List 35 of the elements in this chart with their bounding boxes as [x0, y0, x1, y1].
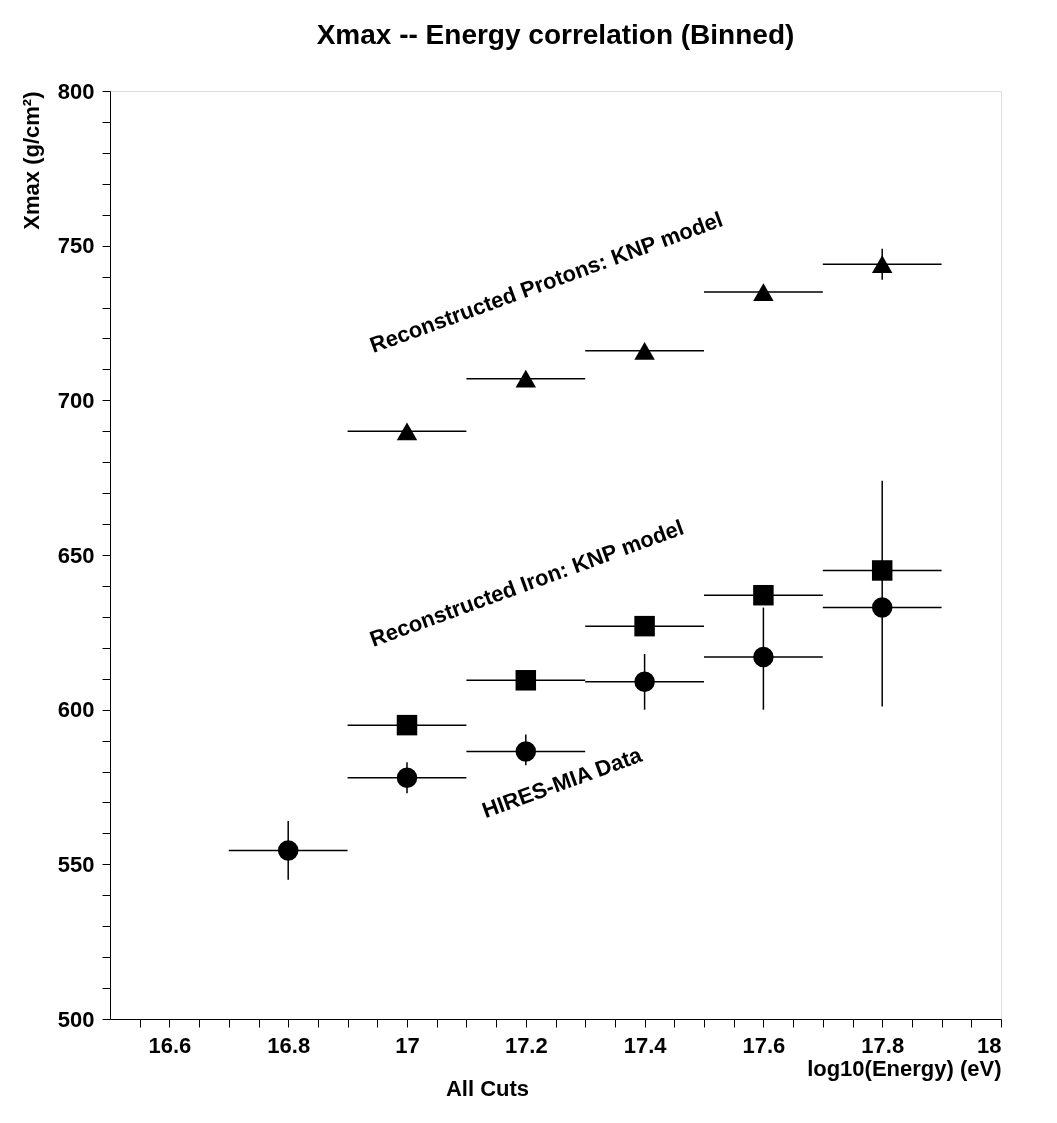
- point: [753, 584, 774, 606]
- x-tick-label: 17.6: [742, 1032, 786, 1058]
- x-tick-label: 16.6: [148, 1032, 192, 1058]
- x-tick-label: 17.4: [623, 1032, 668, 1058]
- point: [396, 714, 418, 736]
- point: [871, 560, 893, 581]
- point: [277, 840, 299, 861]
- y-tick-label: 800: [57, 78, 95, 104]
- point: [634, 615, 655, 637]
- y-tick-label: 600: [57, 697, 95, 723]
- y-tick-label: 550: [57, 851, 95, 877]
- point: [753, 283, 774, 301]
- x-tick-label: 16.8: [267, 1032, 311, 1058]
- point: [515, 670, 537, 691]
- x-tick-label: 17.2: [504, 1032, 548, 1058]
- x-tick-label: 17: [395, 1032, 420, 1058]
- point: [515, 369, 537, 388]
- y-tick-label: 500: [57, 1006, 95, 1032]
- y-axis-title: Xmax (g/cm²): [18, 91, 44, 230]
- point: [634, 341, 655, 360]
- y-tick-label: 700: [57, 387, 95, 413]
- chart-title: Xmax -- Energy correlation (Binned): [316, 19, 795, 50]
- point: [396, 767, 418, 788]
- point: [871, 255, 893, 274]
- x-axis-title: log10(Energy) (eV): [807, 1055, 1002, 1081]
- x-tick-label: 17.8: [861, 1032, 905, 1058]
- text: All Cuts: [445, 1076, 530, 1101]
- x-tick-label: 18: [977, 1032, 1002, 1058]
- y-tick-label: 650: [57, 542, 95, 568]
- point: [753, 646, 774, 668]
- y-tick-label: 750: [57, 233, 95, 259]
- point: [634, 671, 655, 693]
- point: [515, 741, 537, 762]
- point: [396, 422, 418, 441]
- point: [871, 597, 893, 618]
